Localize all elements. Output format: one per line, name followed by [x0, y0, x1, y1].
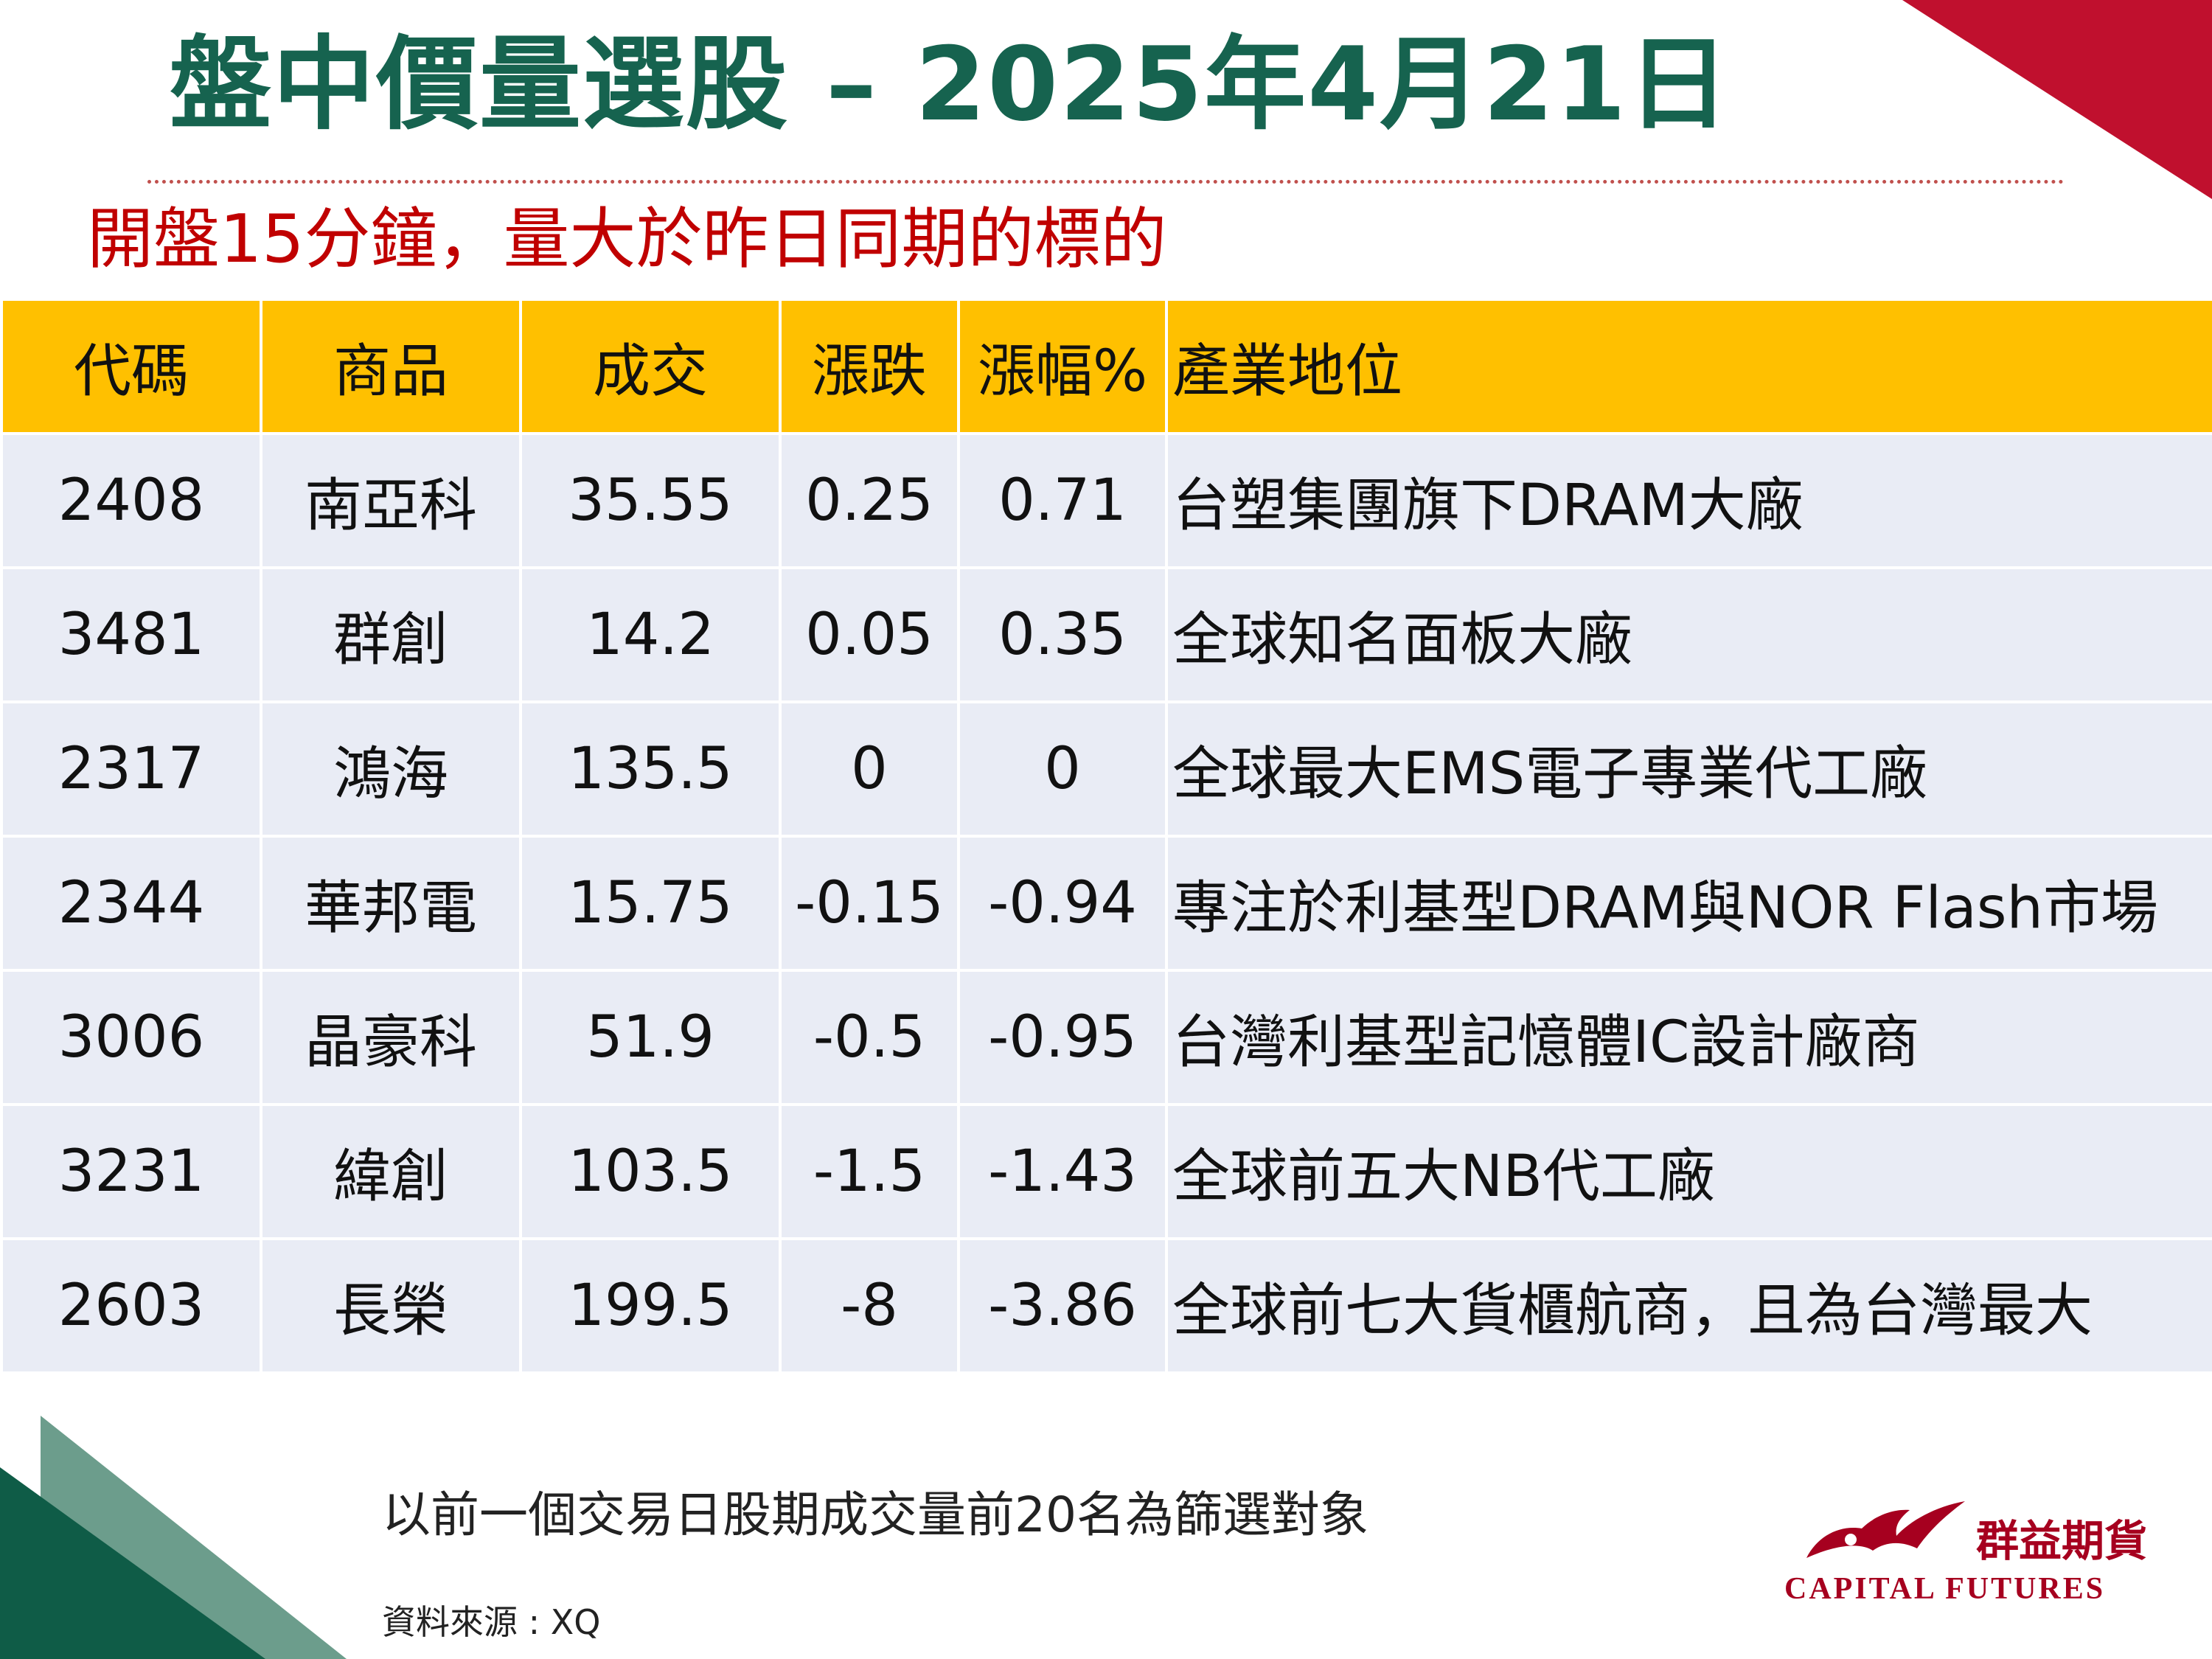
- title-divider: [147, 180, 2065, 184]
- table-header-row: 代碼 商品 成交 漲跌 漲幅% 產業地位: [0, 298, 2212, 435]
- cell-product: 群創: [260, 566, 522, 703]
- cell-product: 緯創: [260, 1103, 522, 1240]
- table-row: 3481 群創 14.2 0.05 0.35 全球知名面板大廠: [0, 566, 2212, 703]
- table-row: 2603 長榮 199.5 -8 -3.86 全球前七大貨櫃航商，且為台灣最大: [0, 1237, 2212, 1374]
- cell-price: 199.5: [519, 1237, 782, 1374]
- cell-change-pct: 0.71: [957, 432, 1168, 569]
- cell-code: 2603: [0, 1237, 262, 1374]
- cell-industry: 專注於利基型DRAM與NOR Flash市場: [1165, 835, 2212, 972]
- footnote: 以前一個交易日股期成交量前20名為篩選對象: [382, 1486, 1368, 1543]
- table-row: 2317 鴻海 135.5 0 0 全球最大EMS電子專業代工廠: [0, 700, 2212, 838]
- corner-decoration-top-right: [1902, 0, 2212, 199]
- table-row: 3231 緯創 103.5 -1.5 -1.43 全球前五大NB代工廠: [0, 1103, 2212, 1240]
- cell-change: 0: [779, 700, 960, 838]
- cell-change: -1.5: [779, 1103, 960, 1240]
- cell-price: 135.5: [519, 700, 782, 838]
- cell-change-pct: -0.94: [957, 835, 1168, 972]
- cell-code: 2344: [0, 835, 262, 972]
- page-title: 盤中價量選股 – 2025年4月21日: [170, 25, 1731, 144]
- cell-price: 51.9: [519, 969, 782, 1106]
- cell-code: 3006: [0, 969, 262, 1106]
- cell-change: -0.15: [779, 835, 960, 972]
- logo-name-en: CAPITAL FUTURES: [1784, 1572, 2106, 1606]
- cell-industry: 台灣利基型記憶體IC設計廠商: [1165, 969, 2212, 1106]
- table-row: 3006 晶豪科 51.9 -0.5 -0.95 台灣利基型記憶體IC設計廠商: [0, 969, 2212, 1106]
- cell-industry: 台塑集團旗下DRAM大廠: [1165, 432, 2212, 569]
- cell-code: 3231: [0, 1103, 262, 1240]
- source-note: 資料來源 : XQ: [382, 1602, 601, 1642]
- cell-industry: 全球前五大NB代工廠: [1165, 1103, 2212, 1240]
- cell-price: 35.55: [519, 432, 782, 569]
- header-price: 成交: [519, 298, 782, 435]
- cell-industry: 全球知名面板大廠: [1165, 566, 2212, 703]
- cell-change-pct: -0.95: [957, 969, 1168, 1106]
- cell-industry: 全球前七大貨櫃航商，且為台灣最大: [1165, 1237, 2212, 1374]
- cell-price: 103.5: [519, 1103, 782, 1240]
- cell-change: 0.25: [779, 432, 960, 569]
- header-code: 代碼: [0, 298, 262, 435]
- cell-code: 2408: [0, 432, 262, 569]
- logo-name-cn: 群益期貨: [1976, 1516, 2148, 1566]
- corner-decoration-bottom-left: [0, 1416, 347, 1659]
- eagle-logo-icon: [1806, 1501, 1965, 1558]
- cell-product: 南亞科: [260, 432, 522, 569]
- cell-product: 華邦電: [260, 835, 522, 972]
- cell-change: -8: [779, 1237, 960, 1374]
- table-row: 2408 南亞科 35.55 0.25 0.71 台塑集團旗下DRAM大廠: [0, 432, 2212, 569]
- header-change-pct: 漲幅%: [957, 298, 1168, 435]
- header-industry: 產業地位: [1165, 298, 2212, 435]
- page-subtitle: 開盤15分鐘，量大於昨日同期的標的: [87, 201, 1167, 278]
- cell-industry: 全球最大EMS電子專業代工廠: [1165, 700, 2212, 838]
- header-change: 漲跌: [779, 298, 960, 435]
- cell-product: 晶豪科: [260, 969, 522, 1106]
- cell-change: 0.05: [779, 566, 960, 703]
- cell-change-pct: -1.43: [957, 1103, 1168, 1240]
- cell-change: -0.5: [779, 969, 960, 1106]
- cell-product: 長榮: [260, 1237, 522, 1374]
- cell-code: 2317: [0, 700, 262, 838]
- cell-price: 15.75: [519, 835, 782, 972]
- cell-code: 3481: [0, 566, 262, 703]
- table-row: 2344 華邦電 15.75 -0.15 -0.94 專注於利基型DRAM與NO…: [0, 835, 2212, 972]
- cell-change-pct: 0: [957, 700, 1168, 838]
- cell-change-pct: 0.35: [957, 566, 1168, 703]
- cell-product: 鴻海: [260, 700, 522, 838]
- stock-table: 代碼 商品 成交 漲跌 漲幅% 產業地位 2408 南亞科 35.55 0.25…: [0, 298, 2212, 1374]
- cell-change-pct: -3.86: [957, 1237, 1168, 1374]
- cell-price: 14.2: [519, 566, 782, 703]
- header-product: 商品: [260, 298, 522, 435]
